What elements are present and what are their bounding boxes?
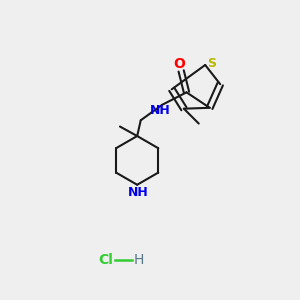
Text: Cl: Cl	[98, 253, 113, 267]
Text: S: S	[207, 57, 216, 70]
Text: NH: NH	[149, 104, 170, 117]
Text: H: H	[134, 253, 144, 267]
Text: NH: NH	[128, 186, 149, 199]
Text: O: O	[174, 57, 186, 71]
